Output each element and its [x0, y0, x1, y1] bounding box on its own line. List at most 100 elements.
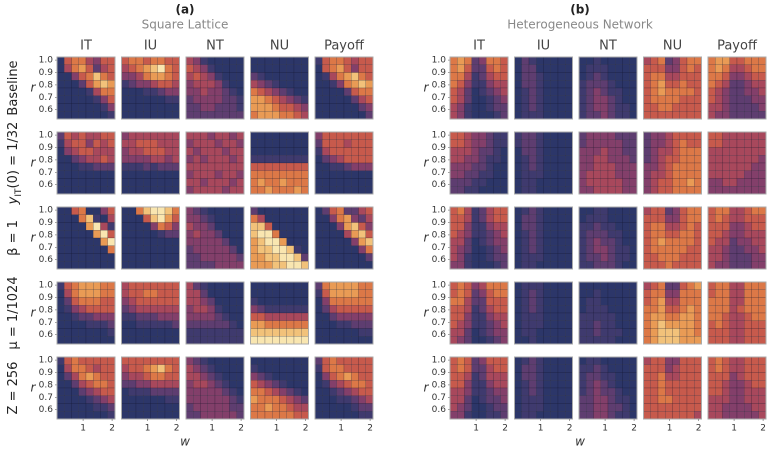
heatmap-cell: [336, 72, 345, 81]
heatmap-cell: [200, 162, 208, 171]
heatmap-cell: [71, 297, 79, 306]
heatmap-cell: [486, 328, 494, 337]
heatmap-frame: [643, 56, 702, 120]
heatmap-cell: [665, 214, 673, 223]
heatmap-cell: [550, 237, 559, 246]
heatmap-frame: [578, 131, 638, 195]
heatmap-cell: [185, 356, 194, 365]
heatmap-cell: [207, 230, 216, 239]
heatmap-cell: [536, 95, 544, 104]
heatmap-cell: [464, 380, 472, 389]
heatmap-cell: [322, 320, 330, 329]
heatmap-cell: [286, 139, 295, 148]
heatmap-cell: [222, 237, 230, 246]
heatmap-cell: [679, 328, 688, 337]
heatmap-cell: [643, 155, 651, 164]
heatmap-cell: [358, 155, 366, 164]
heatmap-cell: [629, 411, 638, 420]
heatmap-cell: [514, 380, 522, 389]
heatmap-cell: [457, 222, 465, 231]
heatmap-cell: [493, 364, 501, 373]
heatmap-cell: [694, 178, 702, 187]
heatmap-cell: [314, 320, 323, 329]
heatmap-cell: [286, 111, 295, 120]
heatmap-cell: [78, 395, 87, 404]
row-label-part: (0) = 1/32: [6, 122, 21, 189]
heatmap-cell: [715, 162, 723, 171]
heatmap-cell: [758, 411, 767, 420]
heatmap-cell: [679, 95, 688, 104]
heatmap-cell: [650, 178, 659, 187]
heatmap-cell: [229, 237, 237, 246]
heatmap-cell: [615, 95, 623, 104]
heatmap-cell: [185, 214, 194, 223]
heatmap-cell: [93, 162, 101, 171]
heatmap-cell: [478, 56, 487, 65]
heatmap-cell: [314, 411, 323, 420]
heatmap-cell: [449, 289, 458, 298]
heatmap-cell: [222, 170, 230, 179]
heatmap-cell: [449, 364, 458, 373]
heatmap-cell: [586, 206, 594, 215]
heatmap-cell: [486, 80, 494, 89]
heatmap-cell: [707, 328, 716, 337]
heatmap-cell: [286, 245, 295, 254]
heatmap-cell: [536, 245, 544, 254]
heatmap-cell: [536, 162, 544, 171]
heatmap-cell: [707, 245, 716, 254]
heatmap-cell: [193, 372, 201, 381]
heatmap-cell: [729, 372, 738, 381]
heatmap-cell: [536, 328, 544, 337]
heatmap: [707, 131, 767, 195]
heatmap-cell: [301, 186, 309, 195]
heatmap-cell: [650, 411, 659, 420]
heatmap-cell: [229, 245, 237, 254]
heatmap-cell: [264, 147, 273, 156]
heatmap-cell: [329, 320, 337, 329]
heatmap-cell: [536, 131, 544, 140]
heatmap-cell: [236, 281, 245, 290]
heatmap-cell: [193, 72, 201, 81]
heatmap-cell: [514, 178, 522, 187]
heatmap-cell: [358, 411, 366, 420]
heatmap-cell: [257, 214, 266, 223]
heatmap-cell: [679, 131, 688, 140]
heatmap-cell: [729, 253, 738, 262]
heatmap-cell: [329, 147, 337, 156]
heatmap-cell: [185, 155, 194, 164]
heatmap-cell: [493, 380, 501, 389]
heatmap-cell: [143, 380, 151, 389]
heatmap-cell: [615, 87, 623, 96]
heatmap-cell: [657, 230, 666, 239]
heatmap-cell: [207, 411, 216, 420]
heatmap-cell: [478, 403, 487, 412]
heatmap-cell: [207, 261, 216, 270]
heatmap-cell: [343, 186, 352, 195]
heatmap-cell: [736, 237, 745, 246]
heatmap-cell: [314, 206, 323, 215]
heatmap-cell: [650, 380, 659, 389]
heatmap: [314, 56, 374, 120]
heatmap-cell: [200, 289, 208, 298]
y-tick-label: 1.0: [432, 56, 447, 66]
heatmap-cell: [593, 139, 601, 148]
heatmap-cell: [514, 147, 522, 156]
heatmap-cell: [71, 403, 79, 412]
heatmap-cell: [64, 178, 72, 187]
heatmap-cell: [214, 281, 223, 290]
heatmap-cell: [135, 186, 144, 195]
heatmap-cell: [521, 403, 530, 412]
heatmap-cell: [686, 155, 695, 164]
heatmap-cell: [78, 222, 87, 231]
heatmap-cell: [250, 139, 258, 148]
heatmap-cell: [272, 230, 280, 239]
heatmap-cell: [478, 87, 487, 96]
heatmap-cell: [744, 320, 752, 329]
heatmap-cell: [629, 245, 638, 254]
heatmap-cell: [107, 289, 116, 298]
heatmap-cell: [157, 364, 166, 373]
heatmap-cell: [557, 95, 566, 104]
heatmap-cell: [78, 297, 87, 306]
heatmap-cell: [229, 214, 237, 223]
heatmap-cell: [365, 245, 374, 254]
